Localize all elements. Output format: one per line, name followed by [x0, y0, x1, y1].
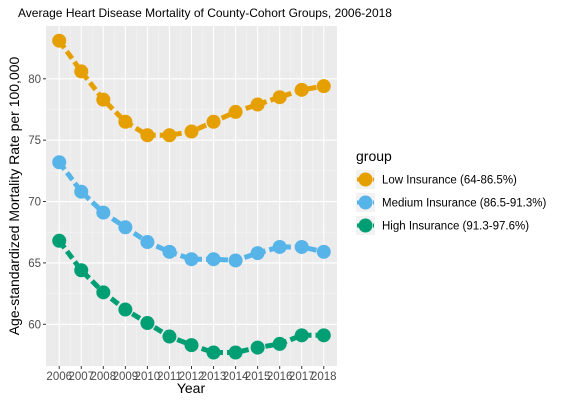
data-point [52, 33, 67, 48]
legend-item: Low Insurance (64-86.5%) [356, 170, 517, 189]
legend-label: Low Insurance (64-86.5%) [382, 175, 517, 187]
data-point [184, 124, 199, 139]
x-tick-label: 2017 [289, 371, 315, 383]
data-point [228, 104, 243, 119]
legend: group Low Insurance (64-86.5%) Medium Ins… [356, 148, 546, 235]
x-tick-label: 2007 [68, 371, 94, 383]
data-point [74, 64, 89, 79]
data-point [272, 90, 287, 105]
data-point [228, 345, 243, 360]
x-tick-label: 2015 [245, 371, 271, 383]
y-tick-label: 60 [28, 319, 41, 331]
chart-title: Average Heart Disease Mortality of Count… [18, 6, 392, 20]
data-point [140, 316, 155, 331]
x-tick-label: 2010 [135, 371, 161, 383]
y-tick-label: 80 [28, 74, 41, 86]
legend-marker [358, 195, 373, 210]
data-point [140, 128, 155, 143]
data-point [162, 329, 177, 344]
series-layer [52, 33, 331, 360]
y-axis-title: Age-standardized Mortality Rate per 100,… [6, 56, 22, 335]
x-tick-label: 2009 [113, 371, 139, 383]
data-point [162, 244, 177, 259]
data-point [184, 338, 199, 353]
data-point [96, 205, 111, 220]
data-point [206, 345, 221, 360]
x-tick-label: 2011 [157, 371, 182, 383]
data-point [162, 128, 177, 143]
data-point [316, 79, 331, 94]
data-point [206, 252, 221, 267]
legend-label: Medium Insurance (86.5-91.3%) [382, 198, 546, 210]
y-axis: 60 65 70 75 80 [28, 74, 46, 331]
series-2 [52, 155, 331, 268]
data-point [316, 244, 331, 259]
data-point [52, 233, 67, 248]
data-point [294, 82, 309, 97]
data-point [118, 114, 133, 129]
series-3 [52, 233, 331, 360]
data-point [206, 114, 221, 129]
data-point [228, 253, 243, 268]
data-point [96, 285, 111, 300]
data-point [250, 246, 265, 261]
legend-label: High Insurance (91.3-97.6%) [382, 221, 529, 233]
x-tick-label: 2012 [179, 371, 205, 383]
legend-title: group [356, 148, 392, 164]
data-point [184, 252, 199, 267]
data-point [272, 239, 287, 254]
x-tick-label: 2008 [91, 371, 117, 383]
data-point [52, 155, 67, 170]
data-point [118, 220, 133, 235]
x-tick-label: 2016 [267, 371, 293, 383]
x-axis: 2006200720082009201020112012201320142015… [46, 366, 337, 383]
x-tick-label: 2014 [223, 371, 249, 383]
data-point [272, 336, 287, 351]
y-tick-label: 65 [28, 258, 41, 270]
data-point [294, 239, 309, 254]
data-point [118, 302, 133, 317]
x-axis-title: Year [177, 380, 206, 396]
data-point [74, 184, 89, 199]
legend-item: Medium Insurance (86.5-91.3%) [356, 193, 546, 212]
data-point [316, 328, 331, 343]
data-point [74, 263, 89, 278]
x-tick-label: 2013 [201, 371, 227, 383]
y-tick-label: 75 [28, 135, 41, 147]
data-point [294, 328, 309, 343]
legend-marker [358, 218, 373, 233]
data-point [250, 97, 265, 112]
legend-item: High Insurance (91.3-97.6%) [356, 216, 529, 235]
legend-marker [358, 172, 373, 187]
data-point [140, 235, 155, 250]
series-1 [52, 33, 331, 143]
x-tick-label: 2006 [46, 371, 72, 383]
data-point [250, 340, 265, 355]
x-tick-label: 2018 [311, 371, 337, 383]
grid [46, 26, 337, 366]
data-point [96, 92, 111, 107]
y-tick-label: 70 [28, 197, 41, 209]
